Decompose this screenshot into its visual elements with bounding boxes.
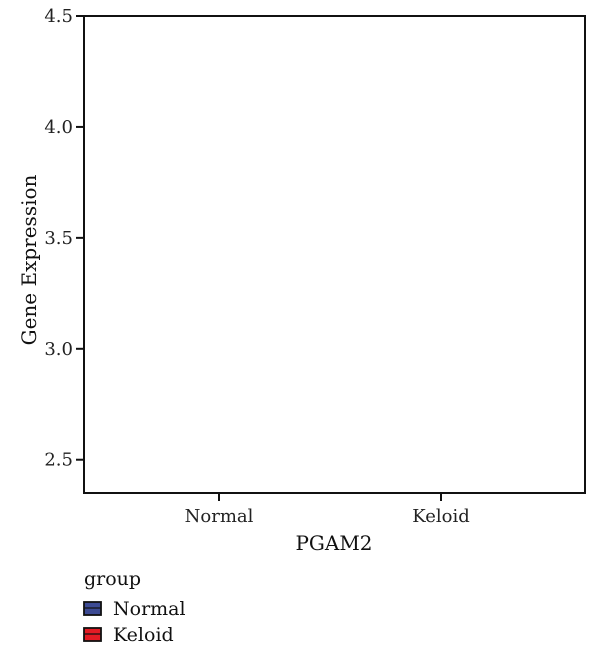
plot-frame [83,15,586,494]
x-axis-title: PGAM2 [295,531,372,555]
legend-label: Keloid [113,624,174,646]
y-tick-label: 4.0 [44,117,73,138]
y-tick-label: 4.5 [44,6,73,27]
y-tick-label: 2.5 [44,450,73,471]
x-tick-label: Keloid [412,506,470,527]
y-tick-label: 3.0 [44,339,73,360]
y-tick-label: 3.5 [44,228,73,249]
legend-title: group [84,568,141,590]
axis-layer: 2.5 3.0 3.5 4.0 4.5 Normal Keloid PGAM2 Gene Exp… [17,6,586,555]
x-tick-label: Normal [185,506,254,527]
legend-label: Normal [113,598,186,620]
y-axis-title: Gene Expression [17,174,41,345]
legend-layer: group Normal Keloid [83,568,186,646]
